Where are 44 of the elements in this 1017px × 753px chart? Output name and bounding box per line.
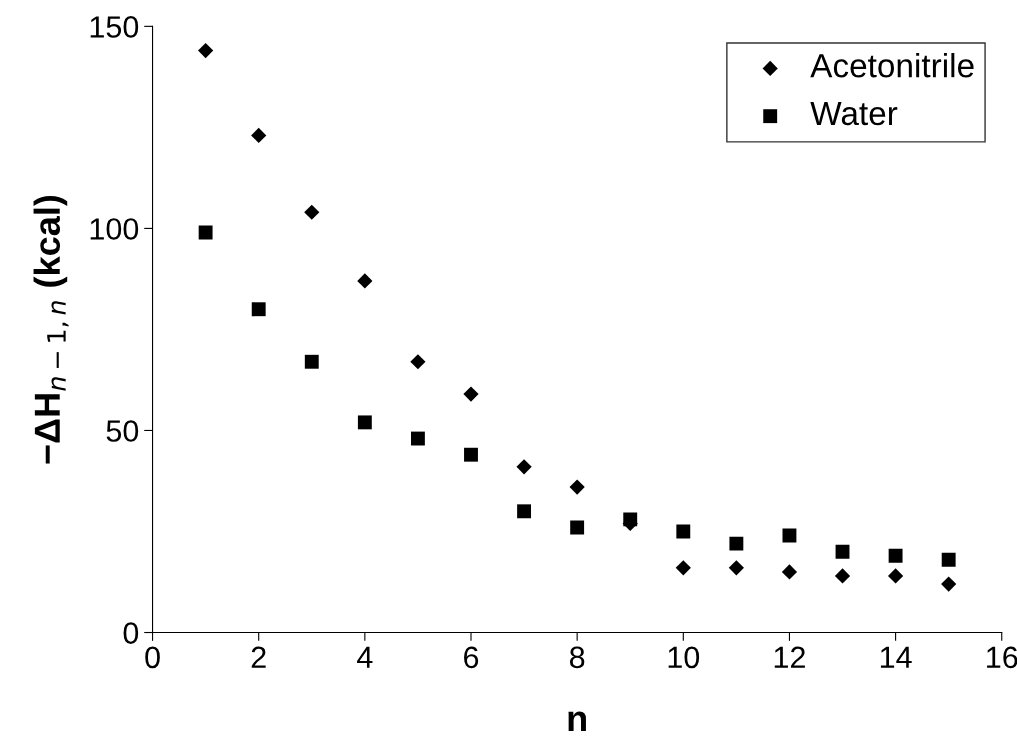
point — [357, 415, 372, 430]
point — [410, 354, 426, 370]
point — [304, 204, 320, 220]
x-tick-label: 8 — [569, 646, 585, 669]
x-tick-label: 16 — [987, 646, 1017, 669]
point — [357, 273, 373, 289]
point — [410, 431, 425, 446]
x-axis-title: n — [568, 711, 586, 731]
point — [464, 447, 478, 462]
x-tick-label: 2 — [251, 646, 266, 668]
x-tick-label: 14 — [880, 646, 912, 668]
y-tick-label: 0 — [123, 622, 139, 644]
y-tick-label: 50 — [106, 420, 139, 442]
legend-label: Acetonitrile — [810, 53, 974, 78]
point — [516, 459, 532, 475]
point — [888, 548, 903, 563]
x-tick-label: 0 — [145, 646, 160, 669]
point — [463, 386, 479, 402]
point — [676, 524, 691, 539]
point — [675, 560, 691, 576]
x-tick-label: 10 — [668, 646, 700, 669]
point — [198, 42, 214, 59]
y-tick-label: 150 — [90, 16, 139, 38]
legend-label: Water — [810, 101, 898, 126]
point — [941, 552, 956, 567]
point — [569, 479, 585, 495]
x-tick-label: 12 — [774, 646, 805, 668]
x-tick-label: 4 — [357, 646, 373, 668]
point — [729, 536, 744, 551]
point — [251, 127, 267, 144]
point — [941, 576, 957, 592]
y-axis-title: −ΔH$_{n−1,n}$ (kcal) — [33, 195, 69, 464]
x-tick-label: 6 — [464, 646, 479, 669]
point — [728, 560, 744, 576]
point — [304, 354, 319, 369]
point — [834, 568, 851, 584]
point — [570, 520, 585, 535]
point — [781, 564, 798, 580]
point — [835, 544, 850, 559]
point — [517, 504, 532, 519]
point — [887, 568, 904, 584]
point — [198, 225, 213, 240]
y-tick-label: 100 — [90, 218, 139, 240]
point — [251, 302, 266, 317]
